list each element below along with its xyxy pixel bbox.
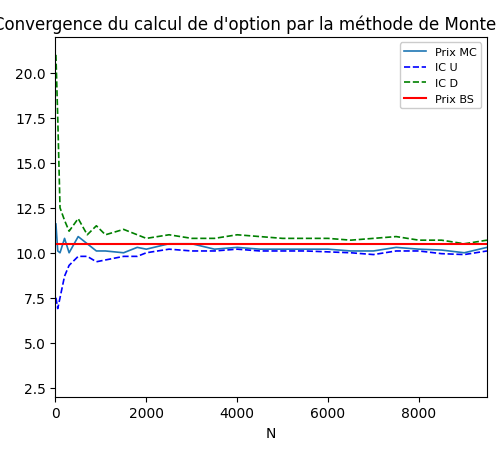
IC U (257, 249, 263, 254)
Line: Prix MC: Prix MC (56, 224, 486, 253)
Line: IC D: IC D (56, 56, 486, 244)
Prix MC (93, 249, 99, 254)
Prix MC (84, 242, 90, 247)
IC D (53, 53, 59, 58)
IC U (415, 249, 421, 254)
IC U (143, 251, 149, 256)
Prix MC (233, 245, 239, 251)
IC D (102, 233, 108, 238)
IC U (134, 254, 140, 259)
IC D (55, 116, 61, 121)
Prix MC (134, 245, 140, 251)
Prix MC (62, 236, 68, 242)
IC D (483, 238, 489, 243)
IC U (53, 295, 59, 301)
X-axis label: N: N (266, 426, 276, 440)
Line: IC U: IC U (56, 250, 486, 309)
IC D (84, 233, 90, 238)
IC D (347, 238, 353, 243)
Prix MC (57, 251, 63, 256)
Prix MC (120, 251, 126, 256)
IC D (188, 236, 194, 242)
IC D (134, 233, 140, 238)
IC D (143, 236, 149, 242)
IC D (324, 236, 330, 242)
IC D (233, 233, 239, 238)
IC U (57, 295, 63, 301)
IC D (415, 238, 421, 243)
Prix MC (53, 222, 59, 227)
IC U (279, 249, 285, 254)
IC D (460, 242, 466, 247)
IC U (188, 249, 194, 254)
IC U (62, 274, 68, 279)
Prix MC (279, 247, 285, 253)
IC U (166, 247, 172, 253)
IC D (93, 223, 99, 229)
Prix MC (392, 245, 398, 251)
IC D (75, 217, 81, 222)
Prix MC (75, 234, 81, 240)
IC D (392, 234, 398, 240)
Prix MC (438, 248, 444, 253)
IC U (102, 258, 108, 263)
IC D (66, 229, 72, 234)
IC U (84, 254, 90, 259)
IC D (57, 206, 63, 211)
IC U (75, 254, 81, 259)
Prix BS (53, 242, 59, 247)
Prix MC (370, 249, 376, 254)
Title: Convergence du calcul de d'option par la méthode de Monte Carlo.: Convergence du calcul de d'option par la… (0, 15, 501, 33)
IC U (302, 249, 308, 254)
Prix BS (53, 242, 59, 247)
Prix MC (55, 249, 61, 254)
Prix MC (302, 247, 308, 253)
IC U (392, 249, 398, 254)
IC D (279, 236, 285, 242)
IC U (370, 252, 376, 258)
IC D (211, 236, 217, 242)
IC U (93, 259, 99, 265)
Prix MC (324, 247, 330, 253)
IC D (302, 236, 308, 242)
IC U (55, 306, 61, 312)
IC U (120, 254, 126, 259)
IC D (438, 238, 444, 243)
IC D (370, 236, 376, 242)
IC U (233, 247, 239, 253)
Prix MC (483, 245, 489, 251)
IC U (483, 249, 489, 254)
IC U (460, 252, 466, 258)
IC D (62, 218, 68, 223)
Prix MC (460, 251, 466, 256)
Prix MC (166, 242, 172, 247)
IC D (166, 233, 172, 238)
Prix MC (143, 247, 149, 253)
Prix MC (102, 249, 108, 254)
Prix MC (347, 249, 353, 254)
Legend: Prix MC, IC U, IC D, Prix BS: Prix MC, IC U, IC D, Prix BS (399, 43, 480, 109)
IC D (120, 227, 126, 233)
IC U (438, 251, 444, 257)
Prix MC (257, 247, 263, 253)
IC U (211, 249, 217, 254)
IC D (257, 234, 263, 240)
IC U (324, 250, 330, 255)
Prix MC (211, 247, 217, 253)
Prix MC (415, 247, 421, 253)
Prix MC (66, 251, 72, 256)
IC U (66, 263, 72, 268)
IC U (347, 251, 353, 256)
Prix MC (188, 242, 194, 247)
